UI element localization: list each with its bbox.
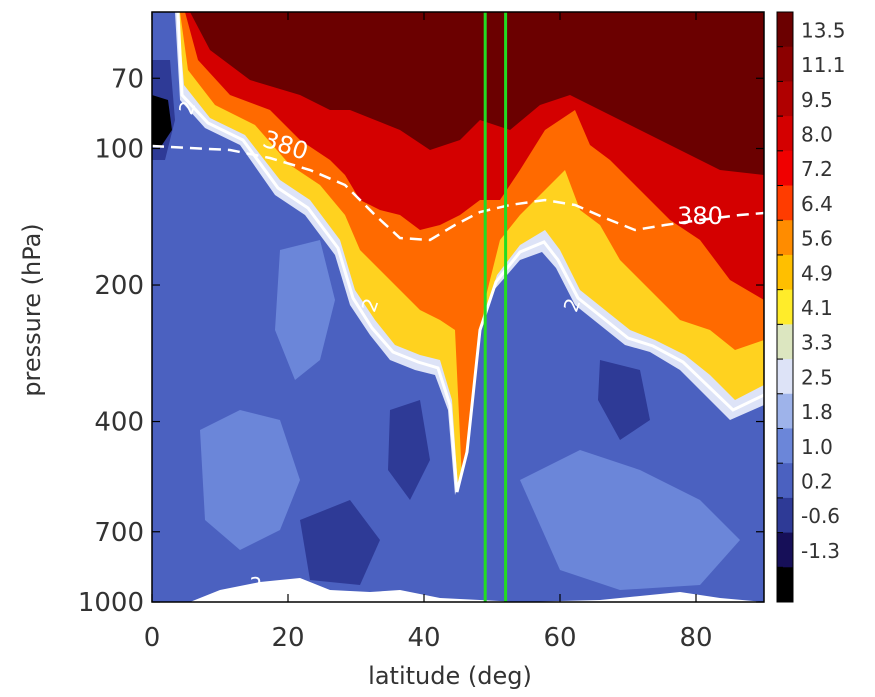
y-tick-label: 200 — [94, 271, 144, 301]
pv-patch-darkblue-3 — [598, 360, 650, 440]
y-axis-label: pressure (hPa) — [18, 223, 46, 396]
colorbar-label: 2.5 — [801, 365, 833, 389]
colorbar-label: -1.3 — [801, 539, 840, 563]
colorbar — [777, 12, 793, 603]
colorbar-label: 1.8 — [801, 400, 833, 424]
pv-band-blue — [152, 12, 764, 602]
colorbar-swatch — [777, 289, 793, 325]
pv-patch-darkblue-4 — [300, 500, 380, 585]
colorbar-swatch — [777, 359, 793, 395]
x-tick-label: 0 — [144, 623, 161, 653]
x-tick-label: 20 — [271, 623, 304, 653]
colorbar-frame — [776, 11, 794, 603]
colorbar-label: 5.6 — [801, 227, 833, 251]
colorbar-labels: 13.5 11.1 9.5 8.0 7.2 6.4 5.6 4.9 4.1 3.3 2.5 1.8 1.… — [777, 18, 846, 568]
colorbar-label: 7.2 — [801, 157, 833, 181]
colorbar-label: 0.2 — [801, 470, 833, 494]
colorbar-swatch — [777, 532, 793, 568]
colorbar-swatch — [777, 254, 793, 291]
colorbar-swatch — [777, 497, 793, 534]
colorbar-label: 3.3 — [801, 331, 833, 355]
contour-380k — [152, 144, 764, 242]
colorbar-swatch — [777, 393, 793, 429]
plot-frame — [151, 11, 765, 603]
x-axis-ticks: 0 20 40 60 80 — [144, 12, 713, 653]
contour-label-380: 380 — [677, 202, 723, 230]
pv-patch-lightblue-1 — [200, 410, 300, 550]
colorbar-swatch — [777, 463, 793, 499]
y-axis-ticks: 70 100 200 400 700 1000 — [78, 64, 764, 618]
colorbar-swatch — [777, 116, 793, 152]
pv-patch-darkblue-2 — [388, 400, 430, 500]
y-tick-label: 100 — [94, 135, 144, 165]
y-tick-label: 70 — [111, 64, 144, 94]
y-tick-label: 400 — [94, 408, 144, 438]
colorbar-swatch — [777, 150, 793, 187]
colorbar-swatch — [777, 324, 793, 360]
colorbar-label: 8.0 — [801, 122, 833, 146]
colorbar-swatch — [777, 185, 793, 221]
surface-terrain — [152, 578, 764, 602]
y-tick-label: 700 — [94, 518, 144, 548]
surface-label: 2 — [250, 573, 263, 597]
contour-2pvu — [176, 12, 764, 493]
colorbar-label: 4.9 — [801, 261, 833, 285]
x-tick-label: 80 — [679, 623, 712, 653]
x-tick-label: 60 — [543, 623, 576, 653]
colorbar-label: 9.5 — [801, 88, 833, 112]
colorbar-label: -0.6 — [801, 504, 840, 528]
colorbar-swatch — [777, 46, 793, 82]
colorbar-swatch — [777, 12, 793, 48]
colorbar-swatch — [777, 567, 793, 603]
colorbar-label: 13.5 — [801, 18, 846, 42]
colorbar-swatch — [777, 81, 793, 117]
y-tick-label: 1000 — [78, 588, 144, 618]
colorbar-label: 11.1 — [801, 53, 846, 77]
colorbar-label: 6.4 — [801, 192, 833, 216]
colorbar-swatch — [777, 428, 793, 464]
colorbar-swatch — [777, 220, 793, 256]
x-tick-label: 40 — [407, 623, 440, 653]
pv-patch-lightblue-3 — [275, 240, 335, 380]
colorbar-label: 1.0 — [801, 435, 833, 459]
colorbar-label: 4.1 — [801, 296, 833, 320]
pv-patch-lightblue-2 — [520, 450, 740, 590]
pv-patch-negative — [152, 95, 172, 148]
x-axis-label: latitude (deg) — [368, 662, 532, 690]
plot-area — [152, 12, 764, 602]
